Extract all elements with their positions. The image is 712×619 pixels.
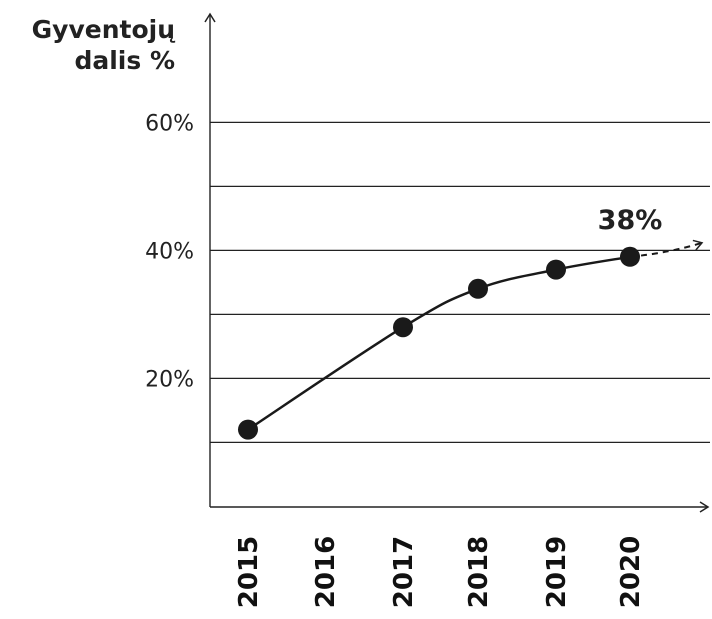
gridlines bbox=[210, 121, 710, 443]
series bbox=[238, 239, 704, 440]
series-line bbox=[247, 255, 631, 431]
data-point-2020 bbox=[620, 246, 640, 267]
x-tick-label-2016: 2016 bbox=[311, 536, 341, 608]
y-tick-label-40: 40% bbox=[145, 239, 194, 264]
data-point-2019 bbox=[546, 259, 566, 280]
y-tick-labels: 20% 40% 60% bbox=[145, 111, 194, 392]
axes bbox=[204, 12, 710, 513]
annotations: 38% bbox=[598, 205, 663, 236]
y-axis-title: Gyventojų dalis % bbox=[32, 14, 175, 77]
y-axis-title-line-2: dalis % bbox=[74, 46, 175, 76]
y-tick-label-20: 20% bbox=[145, 367, 194, 392]
data-point-2018 bbox=[468, 278, 488, 299]
x-tick-label-2020: 2020 bbox=[616, 536, 646, 608]
callout-label: 38% bbox=[598, 205, 663, 236]
y-tick-label-60: 60% bbox=[145, 111, 194, 136]
x-tick-label-2015: 2015 bbox=[234, 536, 264, 608]
y-axis-title-line-1: Gyventojų bbox=[31, 15, 175, 44]
x-tick-label-2017: 2017 bbox=[389, 536, 419, 608]
x-tick-label-2018: 2018 bbox=[464, 536, 494, 608]
data-point-2017 bbox=[393, 317, 413, 338]
data-point-2015 bbox=[238, 419, 258, 440]
x-tick-label-2019: 2019 bbox=[542, 536, 572, 608]
x-tick-labels: 2015 2016 2017 2018 2019 2020 bbox=[234, 536, 646, 608]
trend-arrow bbox=[629, 239, 704, 258]
